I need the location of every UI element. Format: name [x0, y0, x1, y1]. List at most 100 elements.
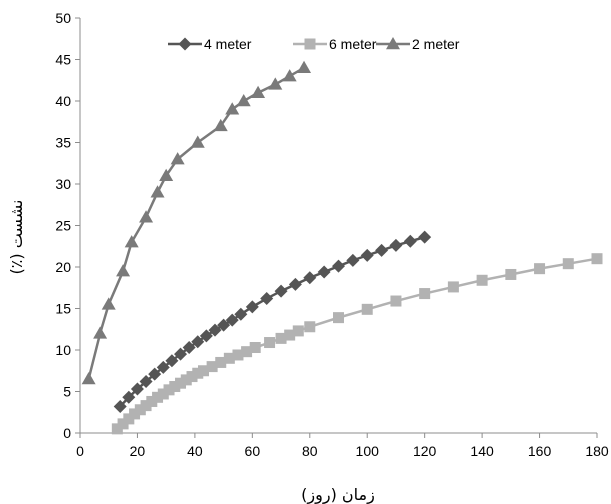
data-point — [223, 352, 235, 364]
data-point — [241, 346, 253, 358]
data-point — [375, 243, 389, 257]
data-point — [81, 372, 96, 385]
data-point — [206, 361, 218, 373]
data-point — [275, 332, 287, 344]
legend-label: 2 meter — [412, 36, 460, 52]
data-point — [159, 168, 174, 181]
x-tick-label: 0 — [76, 443, 84, 459]
legend-label: 6 meter — [329, 36, 377, 52]
data-point — [333, 312, 344, 324]
data-point — [186, 371, 198, 383]
data-point — [225, 102, 240, 115]
data-point — [260, 292, 274, 306]
data-point — [165, 354, 179, 368]
series-line — [119, 235, 426, 408]
x-tick-label: 100 — [356, 443, 380, 459]
data-point — [123, 413, 135, 425]
data-point — [274, 284, 288, 298]
y-tick-label: 35 — [55, 135, 71, 151]
data-point — [180, 374, 192, 386]
x-tick-label: 40 — [187, 443, 203, 459]
x-tick-label: 80 — [302, 443, 318, 459]
data-point — [113, 399, 127, 413]
x-tick-label: 20 — [130, 443, 146, 459]
x-tick-label: 160 — [528, 443, 552, 459]
series-2-meter — [81, 60, 312, 385]
data-point — [101, 297, 116, 310]
data-point — [215, 356, 227, 368]
data-point — [505, 268, 517, 280]
data-point — [251, 85, 266, 98]
data-point — [418, 230, 432, 244]
data-point — [146, 395, 158, 407]
series-6-meter — [111, 253, 603, 435]
legend-label: 4 meter — [204, 36, 252, 52]
y-tick-label: 30 — [55, 176, 71, 192]
data-point — [403, 234, 417, 248]
legend-item: 6 meter — [293, 36, 377, 52]
data-point — [332, 259, 345, 273]
legend: 4 meter 6 meter 2 meter — [168, 36, 460, 52]
data-point — [217, 318, 231, 332]
data-point — [116, 264, 131, 277]
data-point — [124, 235, 139, 248]
data-point — [163, 384, 175, 396]
data-point — [419, 288, 431, 300]
data-point — [591, 253, 603, 265]
legend-item: 2 meter — [376, 36, 460, 52]
x-tick-label: 60 — [245, 443, 261, 459]
x-axis-title: زمان (روز) — [301, 485, 375, 504]
data-point — [93, 326, 108, 339]
data-point — [192, 367, 204, 379]
series-4-meter — [113, 230, 432, 413]
data-point — [213, 118, 228, 132]
data-point — [208, 323, 222, 337]
data-point — [288, 277, 302, 291]
y-axis-title: نشست (٪) — [7, 200, 26, 275]
data-point — [304, 321, 316, 333]
data-point — [170, 152, 185, 165]
data-point — [303, 271, 317, 285]
data-point — [361, 303, 373, 315]
x-tick-label: 140 — [470, 443, 494, 459]
data-point — [139, 375, 153, 389]
data-point — [190, 135, 205, 148]
data-point — [389, 238, 403, 252]
legend-swatch-marker — [304, 38, 316, 50]
legend-swatch-marker — [386, 37, 400, 50]
legend-swatch-marker — [178, 37, 192, 51]
axes: 0 5 10 15 20 25 30 35 40 45 50 0 20 40 60 80 100 120 140 16… — [55, 10, 608, 459]
data-point — [234, 307, 248, 321]
data-point — [284, 329, 296, 341]
data-point — [360, 248, 374, 262]
legend-item: 4 meter — [168, 36, 252, 52]
y-tick-label: 15 — [55, 301, 71, 317]
x-tick-label: 120 — [413, 443, 437, 459]
series-layer — [81, 60, 603, 435]
data-point — [111, 423, 123, 435]
data-point — [150, 185, 165, 198]
y-tick-label: 25 — [55, 218, 71, 234]
data-point — [249, 342, 261, 354]
data-point — [199, 329, 213, 343]
y-tick-label: 45 — [55, 52, 71, 68]
data-point — [157, 388, 169, 400]
data-point — [268, 77, 283, 90]
data-point — [152, 391, 164, 403]
data-point — [139, 210, 154, 223]
data-point — [447, 281, 459, 293]
data-point — [282, 69, 297, 82]
data-point — [232, 349, 244, 361]
data-point — [117, 418, 129, 430]
data-point — [297, 60, 312, 74]
data-point — [182, 341, 196, 355]
data-point — [390, 295, 402, 307]
data-point — [174, 347, 188, 361]
data-point — [534, 263, 546, 275]
y-tick-label: 50 — [55, 10, 71, 26]
data-point — [225, 313, 239, 327]
data-point — [148, 367, 162, 381]
data-point — [198, 365, 210, 377]
data-point — [140, 400, 152, 412]
